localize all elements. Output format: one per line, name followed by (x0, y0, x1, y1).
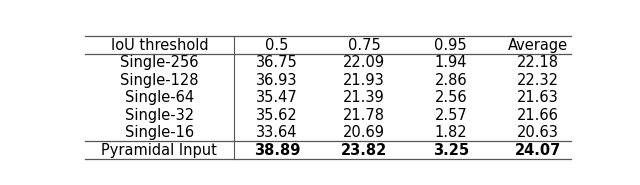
Text: 21.66: 21.66 (516, 108, 559, 123)
Text: 22.09: 22.09 (343, 55, 385, 70)
Text: 21.78: 21.78 (343, 108, 385, 123)
Text: IoU threshold: IoU threshold (111, 38, 208, 53)
Text: 21.39: 21.39 (343, 90, 385, 105)
Text: 38.89: 38.89 (254, 143, 300, 158)
Text: 35.47: 35.47 (256, 90, 298, 105)
Text: 36.75: 36.75 (256, 55, 298, 70)
Text: 1.82: 1.82 (435, 125, 467, 140)
Text: 22.18: 22.18 (516, 55, 559, 70)
Text: Single-256: Single-256 (120, 55, 198, 70)
Text: 2.86: 2.86 (435, 73, 467, 88)
Text: 24.07: 24.07 (515, 143, 561, 158)
Text: Single-128: Single-128 (120, 73, 198, 88)
Text: 0.95: 0.95 (435, 38, 467, 53)
Text: 0.5: 0.5 (266, 38, 289, 53)
Text: 23.82: 23.82 (341, 143, 387, 158)
Text: 3.25: 3.25 (433, 143, 469, 158)
Text: 36.93: 36.93 (257, 73, 298, 88)
Text: 20.63: 20.63 (516, 125, 559, 140)
Text: 2.56: 2.56 (435, 90, 467, 105)
Text: Pyramidal Input: Pyramidal Input (101, 143, 218, 158)
Text: 21.93: 21.93 (343, 73, 385, 88)
Text: 21.63: 21.63 (516, 90, 559, 105)
Text: Average: Average (508, 38, 568, 53)
Text: 0.75: 0.75 (348, 38, 380, 53)
Text: Single-16: Single-16 (125, 125, 194, 140)
Text: 2.57: 2.57 (435, 108, 467, 123)
Text: 20.69: 20.69 (343, 125, 385, 140)
Text: 22.32: 22.32 (516, 73, 559, 88)
Text: Single-32: Single-32 (125, 108, 194, 123)
Text: 1.94: 1.94 (435, 55, 467, 70)
Text: Single-64: Single-64 (125, 90, 194, 105)
Text: 33.64: 33.64 (257, 125, 298, 140)
Text: 35.62: 35.62 (256, 108, 298, 123)
